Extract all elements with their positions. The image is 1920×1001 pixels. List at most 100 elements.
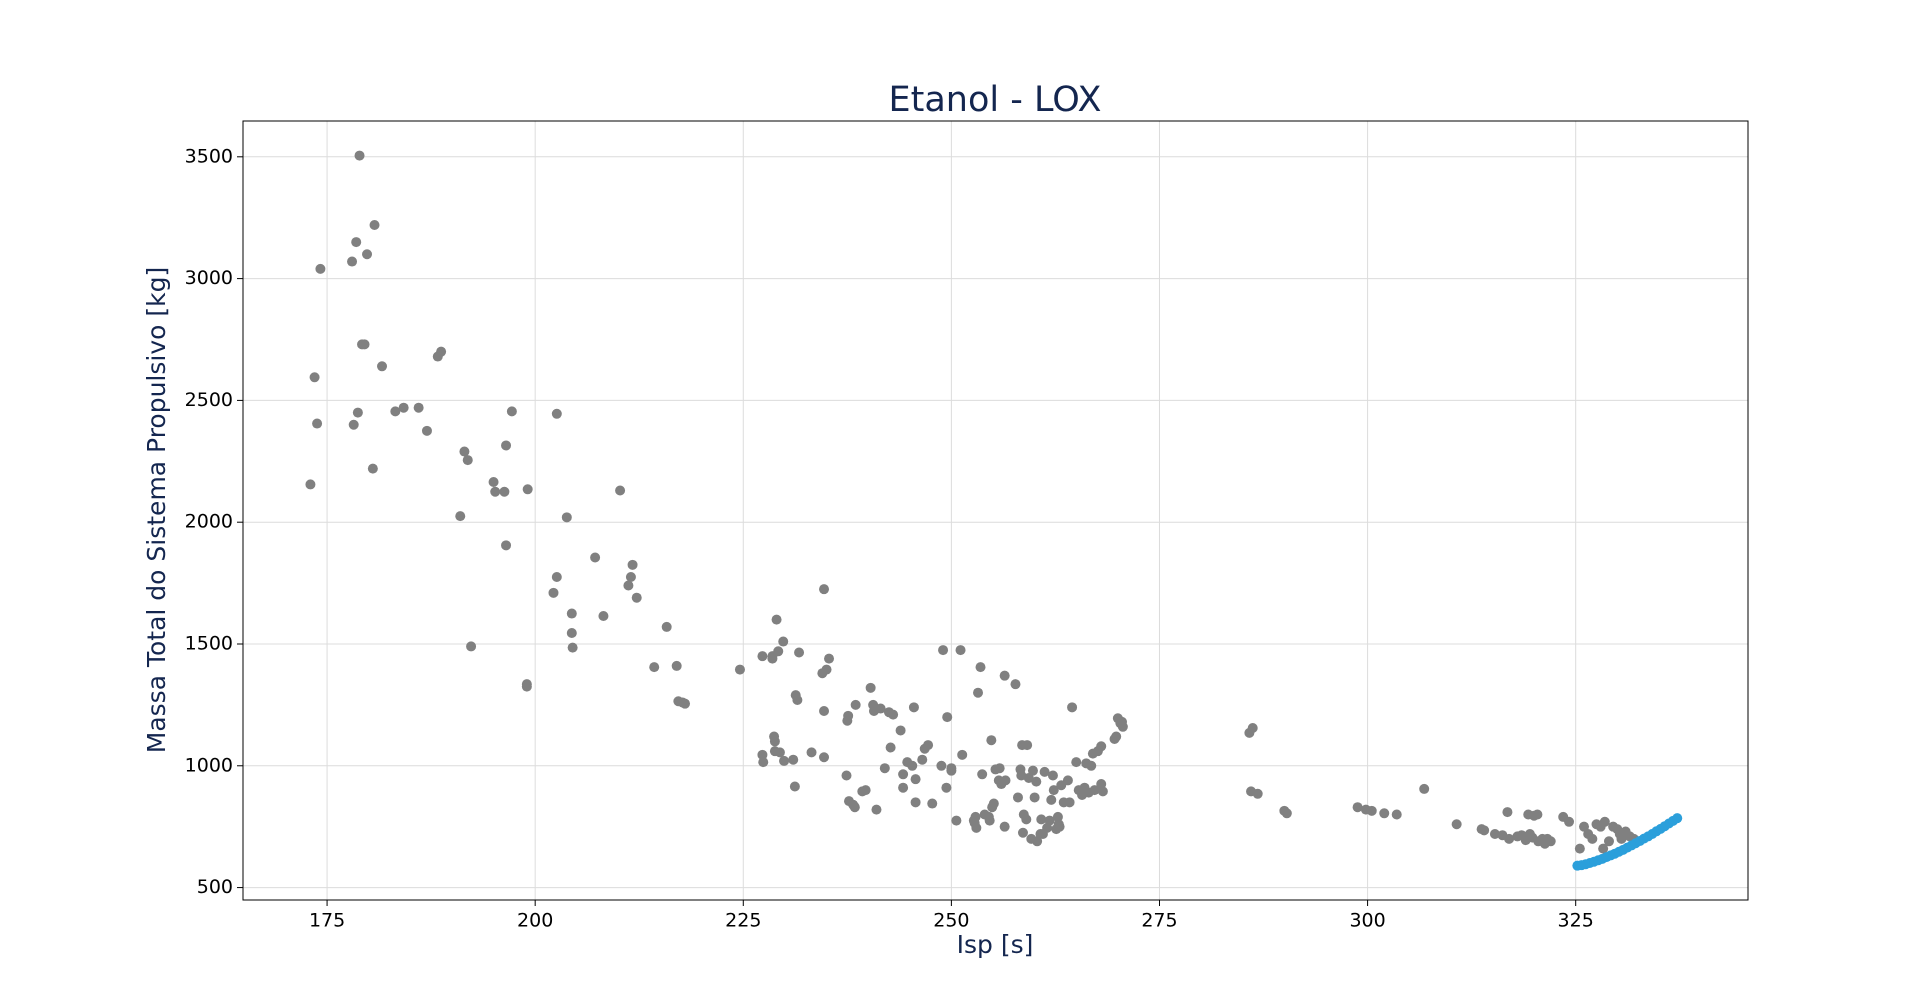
x-tick-label: 200 bbox=[517, 910, 553, 932]
scatter-point bbox=[994, 763, 1005, 774]
scatter-point bbox=[506, 406, 517, 417]
scatter-point bbox=[841, 770, 852, 781]
scatter-point bbox=[819, 752, 830, 763]
scatter-point bbox=[946, 765, 957, 776]
scatter-point bbox=[521, 681, 532, 692]
scatter-point bbox=[567, 642, 578, 653]
scatter-point bbox=[436, 346, 447, 357]
x-tick-label: 275 bbox=[1141, 910, 1177, 932]
scatter-point bbox=[1672, 813, 1683, 824]
scatter-point bbox=[936, 760, 947, 771]
scatter-point bbox=[1031, 776, 1042, 787]
scatter-point bbox=[1281, 808, 1292, 819]
scatter-point bbox=[499, 486, 510, 497]
scatter-point bbox=[1598, 843, 1609, 854]
scatter-point bbox=[421, 425, 432, 436]
scatter-point bbox=[1048, 785, 1059, 796]
scatter-point bbox=[999, 670, 1010, 681]
scatter-point bbox=[824, 653, 835, 664]
scatter-point bbox=[908, 702, 919, 713]
scatter-point bbox=[1027, 765, 1038, 776]
scatter-point bbox=[923, 740, 934, 751]
scatter-point bbox=[971, 822, 982, 833]
scatter-point bbox=[649, 662, 660, 673]
scatter-point bbox=[627, 559, 638, 570]
scatter-point bbox=[895, 725, 906, 736]
scatter-point bbox=[459, 446, 470, 457]
scatter-point bbox=[1012, 792, 1023, 803]
scatter-point bbox=[774, 747, 785, 758]
scatter-point bbox=[794, 647, 805, 658]
y-tick-label: 3500 bbox=[185, 145, 233, 167]
chart-title: Etanol - LOX bbox=[888, 80, 1101, 120]
y-tick-label: 500 bbox=[197, 876, 233, 898]
scatter-point bbox=[806, 747, 817, 758]
scatter-point bbox=[522, 484, 533, 495]
scatter-point bbox=[1022, 740, 1033, 751]
scatter-point bbox=[1010, 679, 1021, 690]
scatter-point bbox=[1044, 815, 1055, 826]
scatter-point bbox=[1247, 723, 1258, 734]
scatter-point bbox=[369, 220, 380, 231]
scatter-point bbox=[1451, 819, 1462, 830]
scatter-point bbox=[1117, 721, 1128, 732]
scatter-point bbox=[769, 736, 780, 747]
y-tick-label: 1000 bbox=[185, 754, 233, 776]
scatter-point bbox=[788, 754, 799, 765]
y-axis-label: Massa Total do Sistema Propulsivo [kg] bbox=[142, 267, 171, 753]
x-tick-label: 300 bbox=[1349, 910, 1385, 932]
scatter-point bbox=[367, 463, 378, 474]
scatter-point bbox=[917, 754, 928, 765]
scatter-point bbox=[942, 712, 953, 723]
scatter-point bbox=[957, 749, 968, 760]
scatter-point bbox=[354, 150, 365, 161]
scatter-point bbox=[975, 662, 986, 673]
y-tick-label: 3000 bbox=[185, 267, 233, 289]
scatter-point bbox=[970, 811, 981, 822]
points bbox=[305, 150, 1683, 871]
x-tick-label: 325 bbox=[1558, 910, 1594, 932]
scatter-point bbox=[551, 572, 562, 582]
scatter-point bbox=[305, 479, 316, 490]
scatter-point bbox=[938, 645, 949, 656]
scatter-point bbox=[1047, 770, 1058, 781]
scatter-point bbox=[843, 710, 854, 721]
scatter-point bbox=[779, 755, 790, 766]
scatter-point bbox=[865, 682, 876, 693]
scatter-point bbox=[1579, 821, 1590, 832]
scatter-point bbox=[548, 587, 559, 598]
scatter-point bbox=[984, 815, 995, 826]
scatter-point bbox=[631, 592, 642, 603]
scatter-point bbox=[875, 703, 886, 714]
scatter-point bbox=[988, 798, 999, 809]
scatter-point bbox=[351, 237, 362, 248]
scatter-point bbox=[1489, 828, 1500, 839]
scatter-point bbox=[462, 455, 473, 466]
scatter-point bbox=[1545, 836, 1556, 847]
scatter-point bbox=[941, 782, 952, 793]
scatter-point bbox=[1574, 843, 1585, 854]
scatter-point bbox=[792, 695, 803, 706]
scatter-point bbox=[1502, 807, 1513, 818]
scatter-point bbox=[821, 664, 832, 675]
scatter-point bbox=[598, 610, 609, 621]
scatter-point bbox=[907, 760, 918, 771]
scatter-point bbox=[615, 485, 626, 496]
scatter-point bbox=[488, 477, 499, 487]
scatter-point bbox=[561, 512, 572, 523]
scatter-point bbox=[501, 540, 512, 551]
scatter-point bbox=[680, 698, 691, 709]
scatter-point bbox=[778, 636, 789, 647]
scatter-point bbox=[1000, 775, 1011, 786]
scatter-point bbox=[819, 705, 830, 716]
scatter-point bbox=[1029, 792, 1040, 803]
scatter-point bbox=[347, 256, 358, 267]
scatter-point bbox=[1504, 833, 1515, 844]
scatter-point bbox=[849, 802, 860, 813]
scatter-point bbox=[789, 781, 800, 792]
scatter-point bbox=[819, 584, 830, 595]
scatter-point bbox=[1054, 821, 1065, 832]
scatter-point bbox=[910, 774, 921, 785]
grid bbox=[243, 121, 1748, 900]
